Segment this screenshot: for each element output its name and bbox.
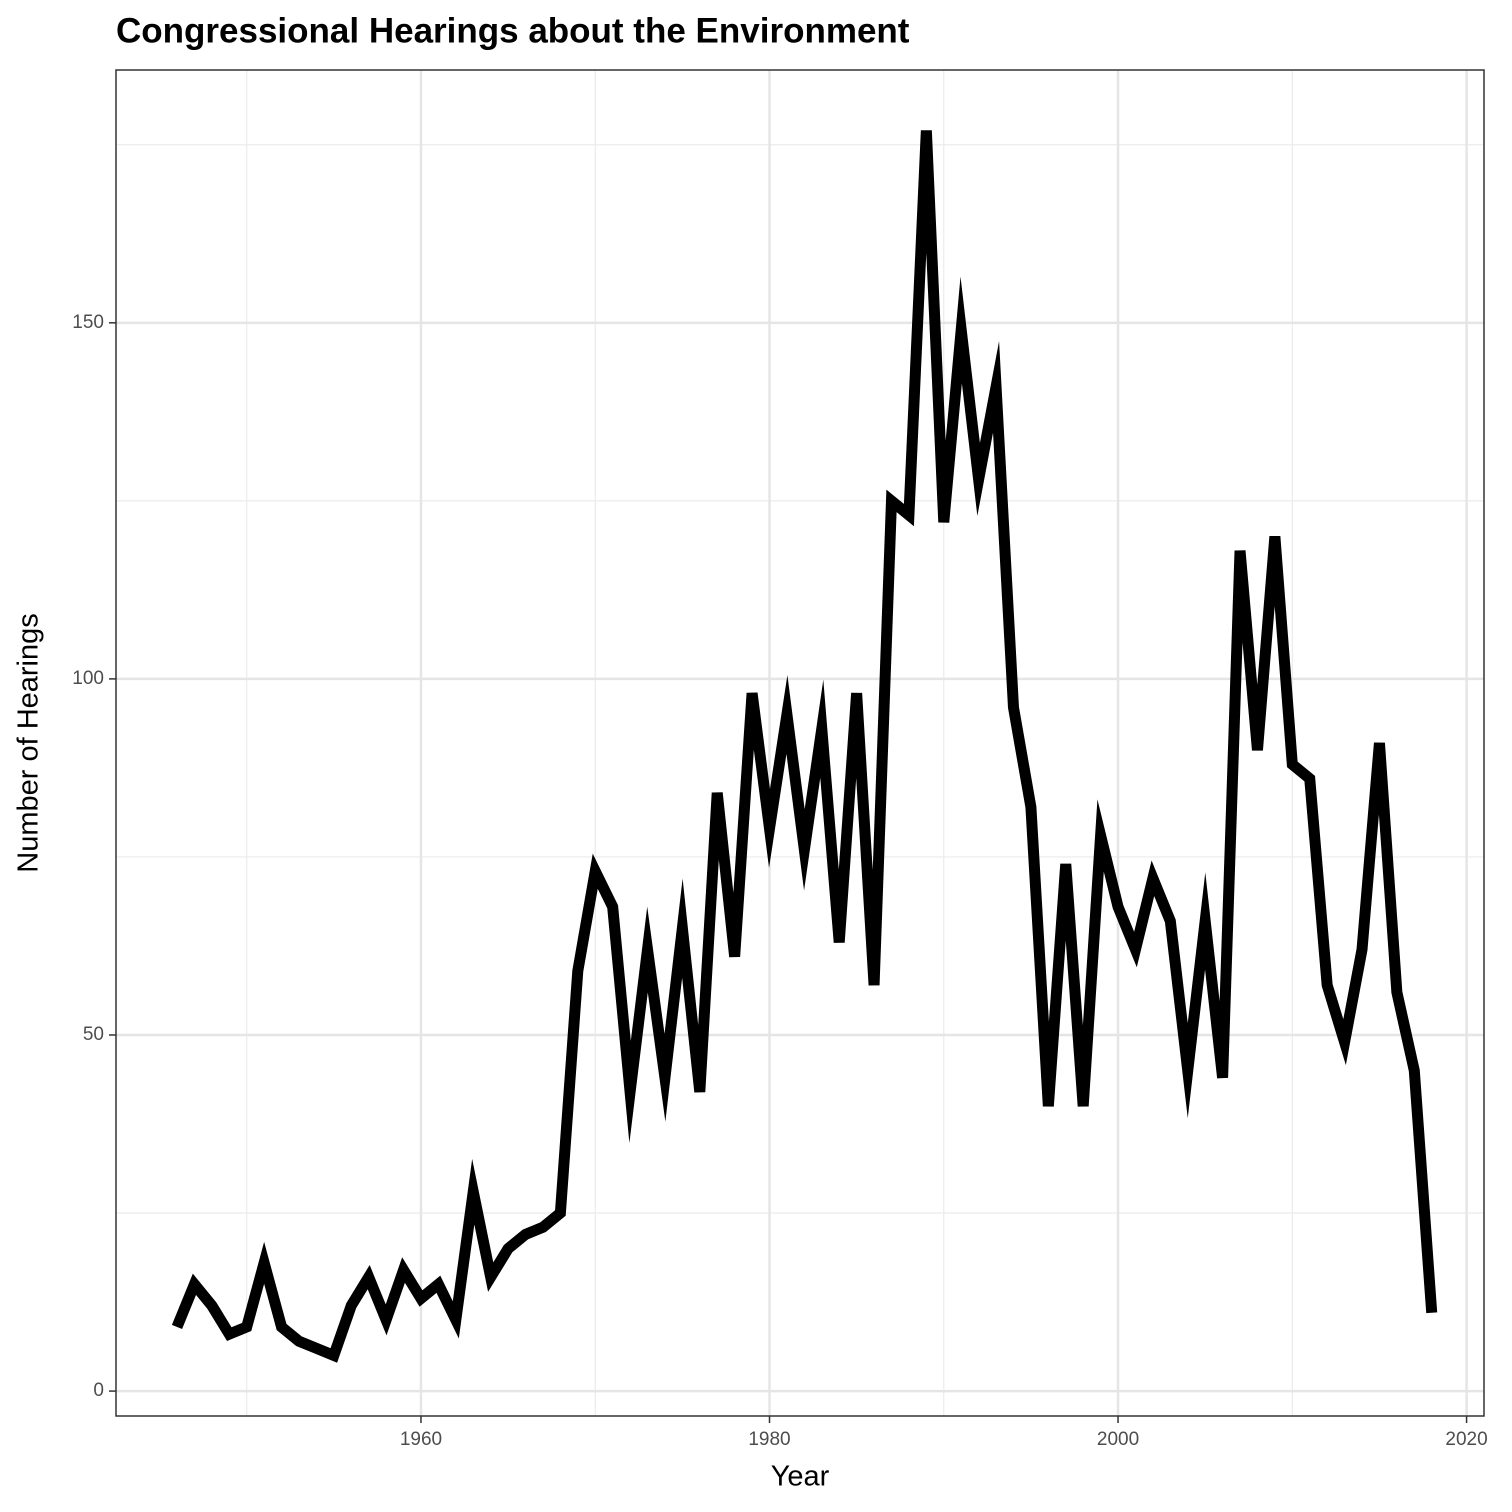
panel-border [115, 69, 1485, 1417]
x-tick-label: 1960 [400, 1429, 442, 1450]
x-tick-label: 2020 [1445, 1429, 1487, 1450]
y-tick-label: 0 [93, 1380, 104, 1401]
y-tick-label: 50 [83, 1024, 104, 1045]
chart-title: Congressional Hearings about the Environ… [116, 11, 910, 50]
x-tick-label: 1980 [748, 1429, 790, 1450]
y-tick-label: 150 [72, 312, 104, 333]
x-tick-label: 2000 [1097, 1429, 1139, 1450]
x-axis-title: Year [771, 1461, 830, 1493]
y-axis-title: Number of Hearings [13, 613, 45, 873]
data-line [171, 130, 1438, 1363]
y-tick-label: 100 [72, 668, 104, 689]
